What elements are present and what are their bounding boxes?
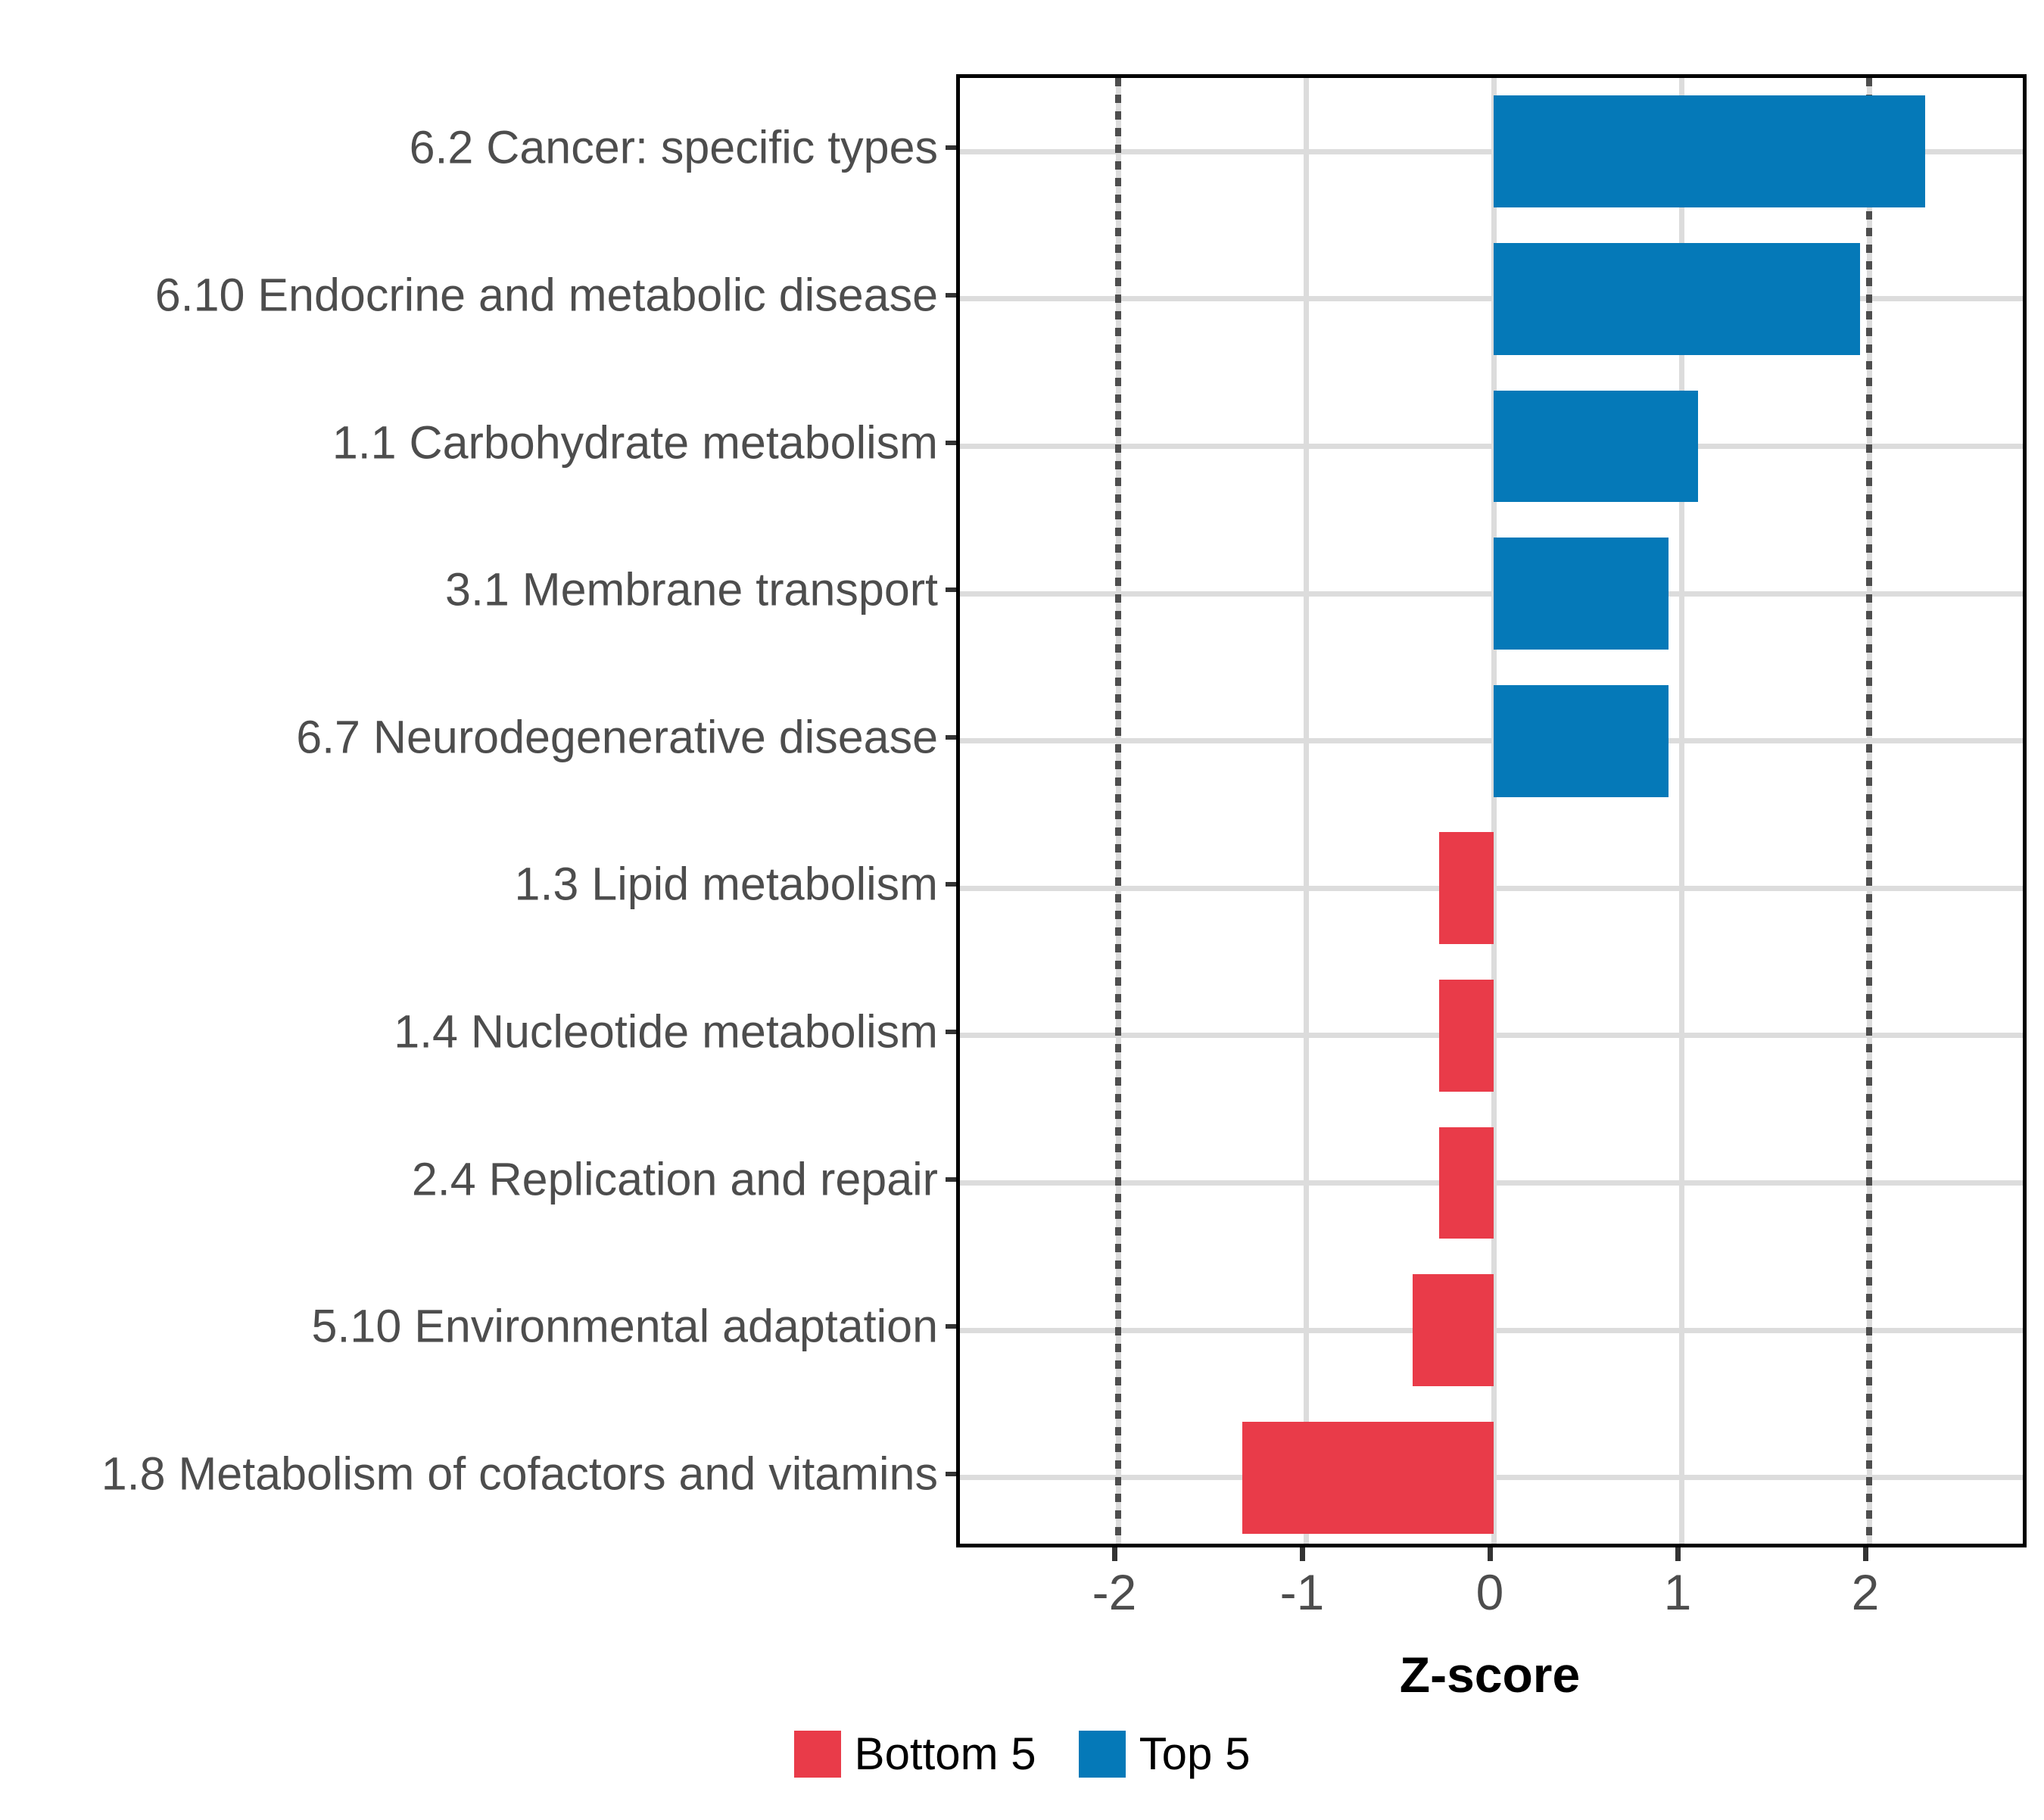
bar <box>1439 979 1494 1092</box>
y-tick-label: 1.4 Nucleotide metabolism <box>394 1005 938 1058</box>
chart-legend: Bottom 5 Top 5 <box>0 1731 2044 1778</box>
y-tick-label: 6.2 Cancer: specific types <box>409 121 938 173</box>
x-tick-mark <box>1111 1547 1117 1561</box>
y-tick-label: 5.10 Environmental adaptation <box>311 1300 938 1352</box>
bar <box>1494 242 1860 355</box>
bar <box>1494 95 1926 208</box>
legend-item[interactable]: Top 5 <box>1078 1728 1251 1779</box>
x-tick-label: 1 <box>1663 1564 1692 1620</box>
x-tick-mark <box>1862 1547 1868 1561</box>
gridline-horizontal <box>960 591 2023 597</box>
bar <box>1413 1274 1494 1387</box>
x-axis: Z-score -2 -1 0 1 2 <box>0 1547 2044 1820</box>
plot-panel <box>956 74 2027 1547</box>
reference-line <box>1115 78 1121 1544</box>
gridline-horizontal <box>960 148 2023 154</box>
x-tick-label: 0 <box>1475 1564 1504 1620</box>
legend-swatch <box>793 1731 841 1778</box>
y-tick-label: 1.1 Carbohydrate metabolism <box>332 416 938 468</box>
y-tick-mark <box>946 1324 956 1329</box>
y-tick-mark <box>946 1471 956 1476</box>
gridline-horizontal <box>960 444 2023 449</box>
gridline-vertical <box>1491 78 1497 1544</box>
legend-label: Bottom 5 <box>854 1728 1036 1779</box>
gridline-vertical <box>1678 78 1684 1544</box>
bar <box>1494 390 1699 503</box>
y-tick-mark <box>946 882 956 887</box>
y-tick-mark <box>946 587 956 593</box>
y-tick-mark <box>946 734 956 740</box>
y-tick-label: 6.10 Endocrine and metabolic disease <box>154 269 938 321</box>
y-tick-label: 2.4 Replication and repair <box>411 1153 938 1205</box>
y-tick-label: 6.7 Neurodegenerative disease <box>296 711 938 763</box>
legend-swatch <box>1078 1731 1126 1778</box>
bar <box>1439 832 1494 945</box>
x-tick-label: 2 <box>1851 1564 1880 1620</box>
y-tick-mark <box>946 292 956 298</box>
y-tick-label: 3.1 Membrane transport <box>445 563 938 615</box>
x-tick-mark <box>1675 1547 1681 1561</box>
y-tick-mark <box>946 145 956 151</box>
bar <box>1242 1421 1494 1534</box>
gridline-horizontal <box>960 296 2023 302</box>
x-tick-label: -2 <box>1092 1564 1137 1620</box>
x-axis-title: Z-score <box>1399 1647 1581 1703</box>
bar <box>1439 1127 1494 1239</box>
legend-item[interactable]: Bottom 5 <box>793 1728 1036 1779</box>
y-tick-mark <box>946 1176 956 1182</box>
y-tick-label: 1.3 Lipid metabolism <box>514 858 938 910</box>
gridline-horizontal <box>960 738 2023 744</box>
bar <box>1494 538 1669 650</box>
bar <box>1494 684 1669 797</box>
x-tick-label: -1 <box>1279 1564 1325 1620</box>
gridline-vertical <box>1303 78 1309 1544</box>
y-tick-label: 1.8 Metabolism of cofactors and vitamins <box>101 1448 938 1500</box>
legend-label: Top 5 <box>1139 1728 1251 1779</box>
x-tick-mark <box>1487 1547 1493 1561</box>
reference-line <box>1866 78 1872 1544</box>
y-tick-mark <box>946 1029 956 1034</box>
y-tick-mark <box>946 440 956 445</box>
x-tick-mark <box>1299 1547 1305 1561</box>
y-axis-labels: 6.2 Cancer: specific types 6.10 Endocrine… <box>0 74 956 1547</box>
